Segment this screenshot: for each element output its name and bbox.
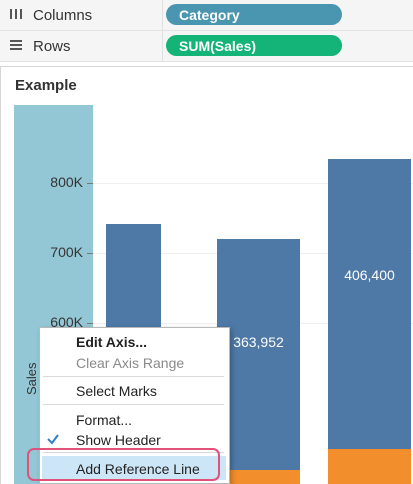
- menu-item-format[interactable]: Format...: [76, 412, 133, 428]
- y-tick-label: 800K: [50, 174, 83, 190]
- tick-mark: [87, 253, 93, 254]
- bar-data-label: 406,400: [344, 267, 395, 283]
- gridline: [93, 183, 413, 184]
- bar-data-label: 363,952: [233, 334, 284, 350]
- category-pill[interactable]: Category: [166, 4, 342, 25]
- y-axis-title: Sales: [24, 362, 39, 395]
- y-tick-label: 700K: [50, 244, 83, 260]
- menu-separator: [43, 404, 224, 405]
- bar-segment[interactable]: [328, 449, 411, 484]
- columns-shelf-label: Columns: [0, 0, 163, 30]
- rows-label-text: Rows: [33, 37, 71, 55]
- sum-sales-pill[interactable]: SUM(Sales): [166, 35, 342, 56]
- worksheet-title: Example: [15, 77, 77, 94]
- menu-separator: [43, 452, 224, 453]
- bar-segment[interactable]: [217, 470, 300, 484]
- menu-item-clear-axis-range: Clear Axis Range: [76, 355, 185, 371]
- rows-shelf-label: Rows: [0, 31, 163, 61]
- menu-separator: [43, 376, 224, 377]
- bar[interactable]: [328, 158, 411, 484]
- menu-item-add-reference-line[interactable]: Add Reference Line: [76, 461, 200, 477]
- highlight-annotation-box: [27, 448, 220, 481]
- columns-label-text: Columns: [33, 6, 93, 24]
- columns-icon: [9, 8, 27, 23]
- tick-mark: [87, 183, 93, 184]
- tick-mark: [87, 323, 93, 324]
- menu-item-edit-axis[interactable]: Edit Axis...: [76, 334, 148, 350]
- menu-item-select-marks[interactable]: Select Marks: [76, 383, 157, 399]
- menu-item-show-header[interactable]: Show Header: [76, 432, 161, 448]
- y-tick-label: 600K: [50, 314, 83, 330]
- menu-item-highlight: [42, 456, 226, 480]
- checkmark-icon: [47, 434, 59, 445]
- rows-shelf: Rows SUM(Sales): [0, 31, 413, 62]
- columns-shelf: Columns Category: [0, 0, 413, 31]
- rows-icon: [9, 39, 27, 54]
- bar[interactable]: [217, 239, 300, 484]
